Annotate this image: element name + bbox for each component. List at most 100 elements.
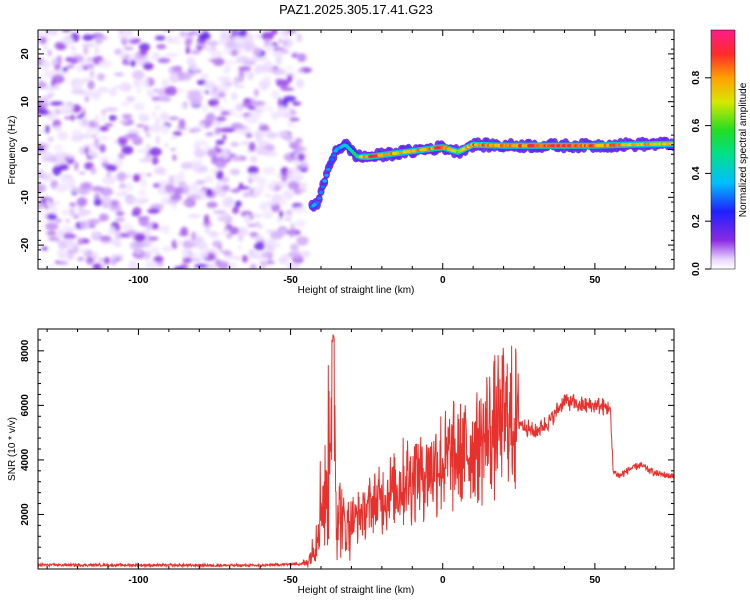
- noise-blob: [133, 79, 139, 88]
- noise-blob: [280, 199, 288, 207]
- noise-blob: [39, 150, 52, 158]
- noise-blob: [190, 231, 197, 241]
- noise-blob: [221, 212, 230, 222]
- noise-blob: [132, 173, 141, 183]
- noise-blob: [127, 129, 141, 134]
- noise-blob: [51, 205, 58, 215]
- noise-blob: [96, 74, 105, 80]
- noise-blob: [254, 242, 265, 251]
- noise-blob: [247, 114, 257, 121]
- noise-blob: [209, 230, 219, 238]
- x-tick-label: -100: [128, 575, 148, 586]
- noise-blob: [55, 184, 69, 193]
- noise-blob: [204, 90, 209, 94]
- noise-blob: [218, 190, 227, 198]
- noise-blob: [46, 231, 57, 236]
- noise-blob: [154, 166, 165, 175]
- noise-blob: [122, 30, 134, 35]
- noise-blob: [108, 115, 117, 121]
- noise-blob: [104, 107, 118, 112]
- noise-blob: [78, 209, 88, 217]
- noise-blob: [62, 225, 71, 230]
- noise-blob: [42, 96, 49, 103]
- noise-blob: [221, 149, 230, 160]
- noise-blob: [155, 135, 161, 145]
- figure-title: PAZ1.2025.305.17.41.G23: [279, 2, 433, 17]
- noise-blob: [205, 188, 213, 198]
- noise-blob: [154, 35, 166, 41]
- noise-blob: [87, 150, 96, 153]
- noise-blob: [173, 174, 185, 181]
- noise-blob: [180, 226, 189, 237]
- noise-blob: [91, 90, 101, 101]
- noise-blob: [169, 73, 180, 83]
- noise-blob: [136, 87, 142, 94]
- noise-blob: [230, 30, 239, 35]
- noise-blob: [297, 53, 307, 63]
- noise-blob: [38, 30, 43, 38]
- noise-blob: [124, 183, 134, 192]
- noise-blob: [119, 183, 126, 189]
- noise-blob: [87, 80, 95, 90]
- noise-blob: [146, 133, 151, 138]
- noise-blob: [230, 91, 238, 101]
- noise-blob: [212, 186, 222, 193]
- noise-blob: [248, 141, 256, 152]
- noise-blob: [289, 117, 300, 122]
- noise-blob: [76, 197, 88, 207]
- noise-blob: [151, 110, 156, 118]
- noise-blob: [196, 241, 207, 250]
- y-tick-label: -10: [20, 190, 31, 205]
- noise-blob: [167, 35, 173, 44]
- noise-blob: [216, 180, 223, 187]
- noise-blob: [242, 191, 250, 198]
- noise-blob: [153, 182, 161, 188]
- x-tick-label: -50: [283, 575, 298, 586]
- noise-blob: [174, 187, 185, 195]
- noise-blob: [100, 263, 108, 268]
- noise-blob: [241, 140, 250, 146]
- noise-blob: [87, 219, 101, 224]
- noise-blob: [255, 146, 268, 155]
- ridge-core: [315, 201, 320, 205]
- noise-blob: [287, 74, 293, 83]
- noise-blob: [188, 128, 202, 132]
- noise-blob: [101, 113, 107, 122]
- noise-blob: [99, 196, 112, 206]
- noise-blob: [82, 144, 96, 148]
- noise-blob: [50, 201, 61, 205]
- noise-blob: [245, 133, 253, 138]
- noise-blob: [76, 67, 85, 73]
- noise-blob: [136, 198, 150, 203]
- noise-blob: [110, 260, 117, 266]
- noise-blob: [132, 206, 142, 215]
- noise-blob: [248, 249, 256, 260]
- noise-blob: [91, 231, 100, 239]
- noise-blob: [87, 223, 96, 229]
- ridge-core: [324, 173, 329, 177]
- noise-blob: [214, 126, 221, 135]
- noise-blob: [41, 157, 55, 162]
- noise-blob: [109, 88, 118, 97]
- noise-blob: [45, 222, 59, 231]
- noise-blob: [271, 193, 284, 204]
- noise-blob: [270, 180, 276, 190]
- noise-blob: [100, 235, 112, 242]
- noise-blob: [236, 226, 249, 236]
- x-tick-label: 0: [440, 575, 446, 586]
- noise-blob: [139, 47, 148, 56]
- noise-blob: [57, 240, 68, 250]
- noise-blob: [97, 136, 110, 140]
- noise-blob: [152, 222, 159, 230]
- noise-blob: [238, 234, 244, 242]
- noise-blob: [38, 109, 51, 116]
- noise-blob: [66, 180, 76, 190]
- noise-blob: [297, 153, 306, 162]
- noise-blob: [142, 251, 151, 260]
- noise-blob: [215, 158, 227, 169]
- noise-blob: [86, 90, 94, 97]
- noise-blob: [282, 189, 294, 200]
- noise-blob: [119, 50, 127, 60]
- noise-blob: [111, 253, 118, 261]
- noise-blob: [258, 122, 264, 126]
